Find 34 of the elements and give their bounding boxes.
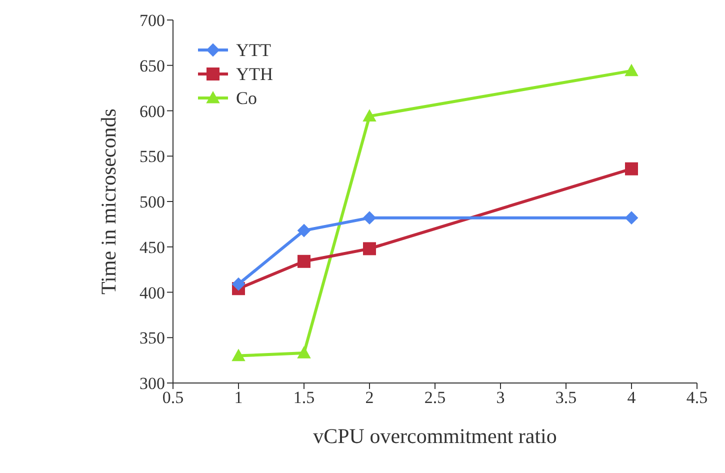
legend-label: YTH — [236, 64, 273, 84]
point — [298, 224, 310, 238]
x-tick-label: 1.5 — [293, 388, 315, 408]
y-axis-title: Time in microseconds — [96, 108, 120, 294]
x-tick-label: 2.5 — [424, 388, 446, 408]
y-tick-label: 400 — [140, 283, 165, 302]
point — [625, 162, 638, 176]
x-tick-label: 4 — [627, 388, 636, 408]
x-tick-label: 2 — [365, 388, 374, 408]
x-tick-label: 1 — [234, 388, 243, 408]
y-tick-label: 500 — [140, 192, 165, 212]
point — [232, 349, 245, 362]
y-tick-label: 700 — [140, 11, 165, 30]
x-tick-label: 0.5 — [162, 388, 184, 408]
x-tick-label: 3.5 — [555, 388, 577, 408]
point — [625, 211, 638, 224]
y-tick-label: 650 — [140, 56, 165, 76]
y-tick-label: 300 — [140, 374, 165, 394]
y-tick-label: 450 — [140, 238, 165, 257]
y-tick-label: 550 — [140, 147, 165, 166]
y-tick-label: 600 — [140, 102, 165, 121]
x-tick-label: 4.5 — [686, 388, 708, 408]
point — [363, 211, 376, 224]
point — [298, 346, 310, 358]
point — [363, 110, 376, 122]
x-axis-title: vCPU overcommitment ratio — [313, 424, 557, 448]
point — [232, 278, 245, 291]
legend-label: YTT — [236, 40, 271, 60]
x-tick-label: 3 — [496, 388, 505, 408]
point — [363, 242, 376, 256]
legend-label: Co — [236, 88, 258, 108]
point — [625, 64, 638, 76]
point — [298, 254, 310, 268]
y-tick-label: 350 — [140, 328, 165, 348]
